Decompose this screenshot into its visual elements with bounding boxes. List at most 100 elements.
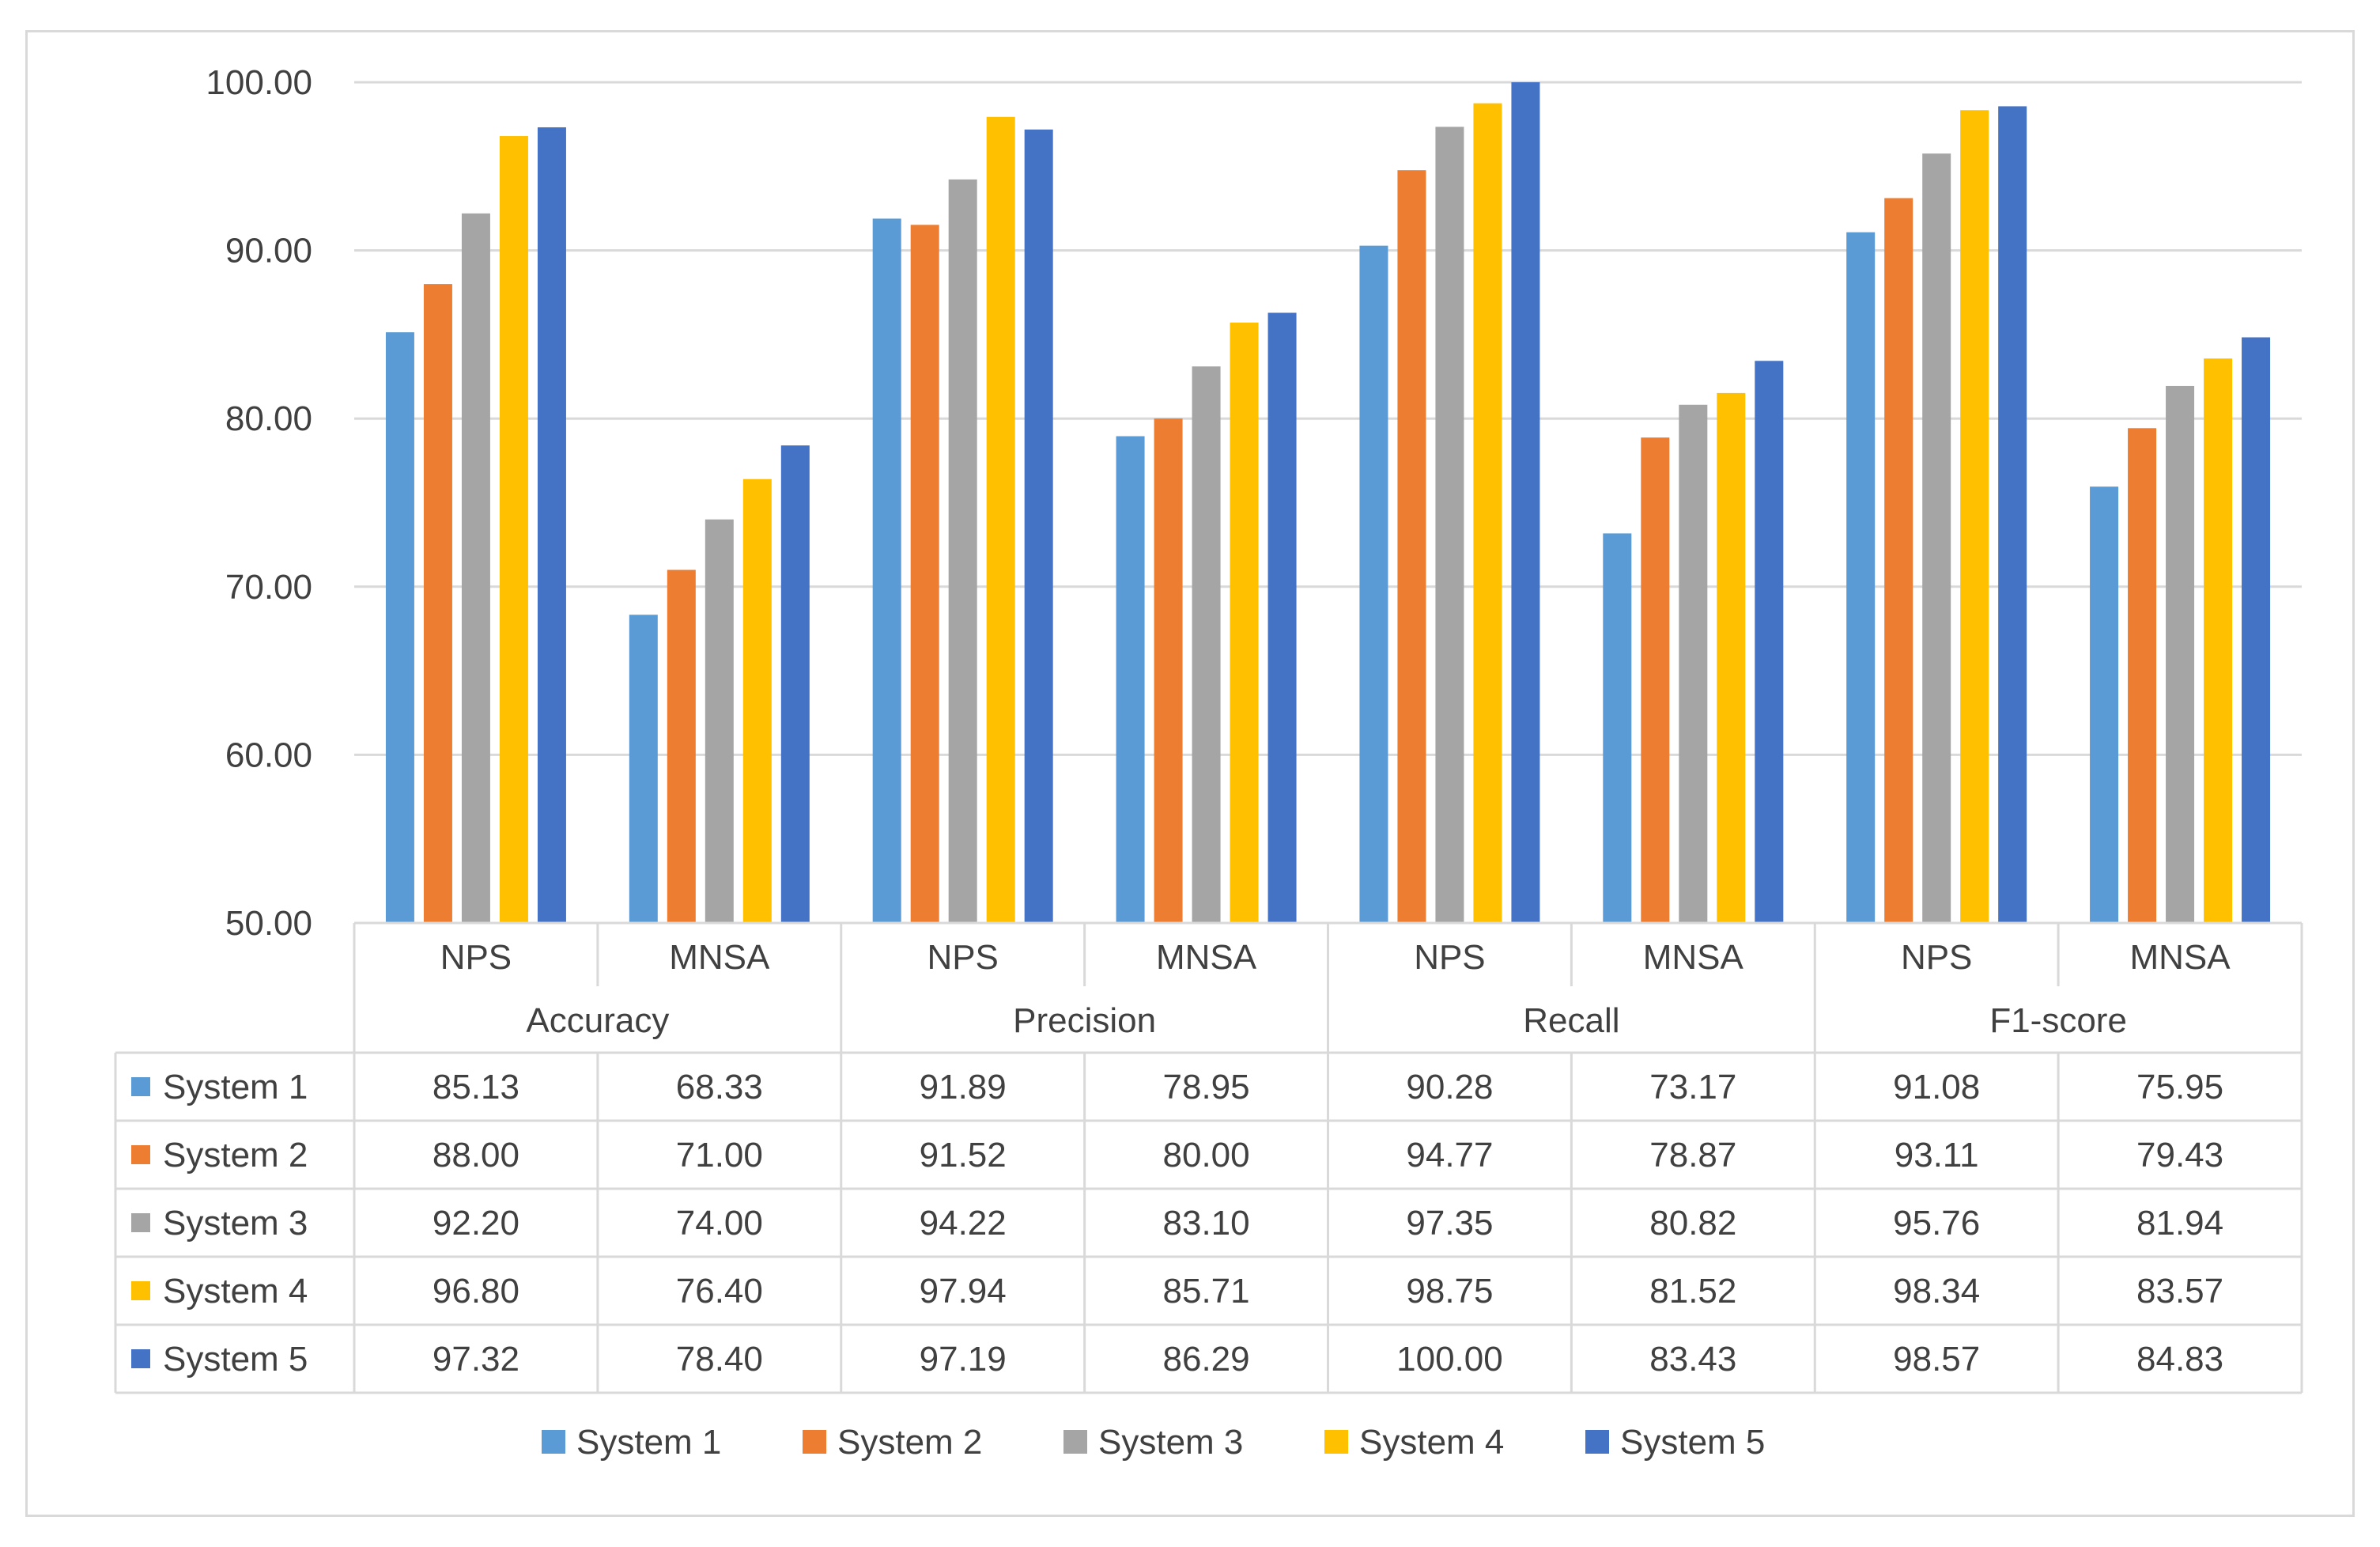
table-cell: 93.11 — [1895, 1136, 1979, 1174]
table-cell: 73.17 — [1649, 1068, 1736, 1106]
table-cell: 83.57 — [2136, 1272, 2223, 1311]
table-cell: 80.82 — [1649, 1204, 1736, 1243]
bar — [1473, 103, 1502, 924]
y-tick-label: 100.00 — [206, 63, 312, 102]
table-cell: 94.22 — [920, 1204, 1007, 1243]
table-cell: 98.34 — [1893, 1272, 1980, 1311]
table-cell: 97.32 — [433, 1340, 519, 1379]
legend-swatch — [1585, 1430, 1609, 1454]
bar — [872, 218, 901, 923]
legend-swatch — [542, 1430, 565, 1454]
table-cell: 90.28 — [1406, 1068, 1493, 1106]
table-cell: 97.94 — [920, 1272, 1007, 1311]
table-cell: 79.43 — [2136, 1136, 2223, 1174]
y-tick-label: 60.00 — [225, 736, 312, 774]
series-key-swatch — [131, 1281, 150, 1300]
table-cell: 80.00 — [1163, 1136, 1250, 1174]
bar — [499, 136, 528, 924]
bar — [2242, 337, 2271, 924]
table-cell: 96.80 — [433, 1272, 519, 1311]
legend-swatch — [1324, 1430, 1348, 1454]
table-cell: 97.19 — [920, 1340, 1007, 1379]
bar — [1192, 366, 1221, 923]
bar — [1922, 153, 1951, 923]
table-cell: 88.00 — [433, 1136, 519, 1174]
bar — [385, 332, 414, 923]
series-key-swatch — [131, 1077, 150, 1096]
table-cell: 100.00 — [1396, 1340, 1503, 1379]
legend-swatch — [803, 1430, 826, 1454]
legend-swatch — [1063, 1430, 1087, 1454]
bar — [537, 127, 566, 923]
bar — [629, 615, 658, 923]
series-key-swatch — [131, 1349, 150, 1368]
bar — [1267, 312, 1297, 923]
bar — [1359, 245, 1388, 923]
metric-label: Precision — [1013, 1001, 1156, 1040]
table-cell: 85.13 — [433, 1068, 519, 1106]
bar — [1511, 82, 1540, 923]
bar — [742, 478, 772, 923]
bar — [1397, 170, 1426, 923]
bar — [1846, 232, 1876, 923]
series-key-swatch — [131, 1145, 150, 1164]
bar — [705, 519, 734, 923]
category-label: NPS — [1414, 938, 1485, 977]
series-row-label: System 2 — [163, 1136, 308, 1174]
table-cell: 83.43 — [1649, 1340, 1736, 1379]
table-cell: 95.76 — [1893, 1204, 1980, 1243]
category-label: NPS — [927, 938, 998, 977]
bar — [1755, 361, 1784, 923]
bar — [2128, 428, 2157, 923]
legend: System 1 System 2 System 3 System 4 System 5 — [542, 1423, 1765, 1462]
category-label: MNSA — [1643, 938, 1744, 977]
chart-frame: 50.00 60.00 70.00 80.00 90.00 100.00 NPS MNSA N… — [25, 30, 2355, 1517]
category-label: MNSA — [2130, 938, 2231, 977]
category-label: NPS — [1901, 938, 1972, 977]
bar — [1230, 322, 1259, 923]
y-tick-label: 90.00 — [225, 232, 312, 270]
category-label: MNSA — [1156, 938, 1257, 977]
bar — [1154, 418, 1183, 923]
bar — [948, 179, 977, 923]
metric-label: F1-score — [1989, 1001, 2127, 1040]
table-cell: 85.71 — [1163, 1272, 1250, 1311]
table-cell: 92.20 — [433, 1204, 519, 1243]
table-cell: 81.52 — [1649, 1272, 1736, 1311]
table-cell: 78.95 — [1163, 1068, 1250, 1106]
legend-label: System 4 — [1359, 1423, 1504, 1462]
bar — [2090, 486, 2119, 923]
bar — [2204, 358, 2233, 924]
legend-label: System 3 — [1098, 1423, 1243, 1462]
table-cell: 68.33 — [676, 1068, 763, 1106]
series-row-label: System 4 — [163, 1272, 308, 1311]
legend-label: System 1 — [576, 1423, 721, 1462]
y-tick-label: 50.00 — [225, 904, 312, 943]
category-label: MNSA — [669, 938, 770, 977]
bar — [1679, 404, 1708, 923]
series-key-swatch — [131, 1213, 150, 1232]
y-tick-label: 70.00 — [225, 568, 312, 607]
bar — [1998, 106, 2027, 923]
bar — [667, 569, 696, 923]
table-cell: 98.57 — [1893, 1340, 1980, 1379]
legend-label: System 5 — [1620, 1423, 1765, 1462]
bar — [1960, 110, 1989, 923]
bar — [423, 284, 452, 923]
y-tick-label: 80.00 — [225, 399, 312, 438]
bar — [780, 445, 810, 923]
bar — [1435, 127, 1464, 923]
series-row-label: System 3 — [163, 1204, 308, 1243]
bar — [1603, 533, 1632, 923]
table-cell: 75.95 — [2136, 1068, 2223, 1106]
bar — [1717, 392, 1746, 924]
table-cell: 74.00 — [676, 1204, 763, 1243]
table-cell: 81.94 — [2136, 1204, 2223, 1243]
table-cell: 98.75 — [1406, 1272, 1493, 1311]
bar — [1116, 436, 1145, 923]
bar — [1641, 437, 1670, 923]
series-row-label: System 1 — [163, 1068, 308, 1106]
table-cell: 76.40 — [676, 1272, 763, 1311]
table-cell: 91.89 — [920, 1068, 1007, 1106]
